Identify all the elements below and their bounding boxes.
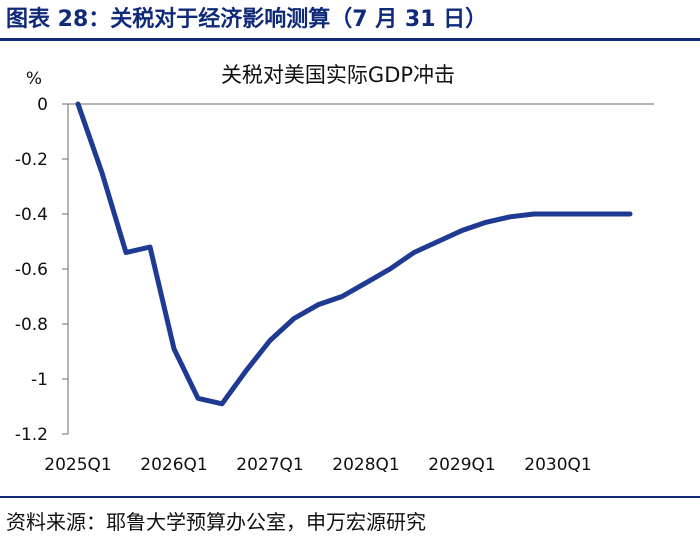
y-tick-label: -0.2 [15,150,48,170]
title-rule [0,38,700,41]
x-tick-label: 2030Q1 [524,455,591,475]
y-tick-label: 0 [37,95,48,115]
y-tick-label: -1.2 [15,425,48,445]
chart-title: 关税对美国实际GDP冲击 [221,63,455,87]
y-tick-group: 0 -0.2 -0.4 -0.6 -0.8 -1 -1.2 [15,95,68,445]
x-tick-label: 2027Q1 [236,455,303,475]
y-tick-label: -0.8 [15,315,48,335]
x-tick-label: 2028Q1 [332,455,399,475]
y-axis-unit: % [26,69,42,89]
x-tick-label: 2029Q1 [428,455,495,475]
y-tick-label: -0.6 [15,260,48,280]
x-tick-label: 2025Q1 [44,455,111,475]
source-note: 资料来源：耶鲁大学预算办公室，申万宏源研究 [6,510,426,534]
y-tick-label: -1 [31,370,48,390]
figure-title: 图表 28：关税对于经济影响测算（7 月 31 日） [6,7,488,32]
x-tick-label: 2026Q1 [140,455,207,475]
line-chart: 关税对美国实际GDP冲击 % 0 -0.2 -0.4 -0.6 -0.8 -1 -1.2 2… [15,63,654,475]
source-rule [0,496,700,498]
series-line-gdp [75,101,633,407]
y-tick-label: -0.4 [15,205,48,225]
x-tick-group: 2025Q1 2026Q1 2027Q1 2028Q1 2029Q1 2030Q1 [44,455,591,475]
